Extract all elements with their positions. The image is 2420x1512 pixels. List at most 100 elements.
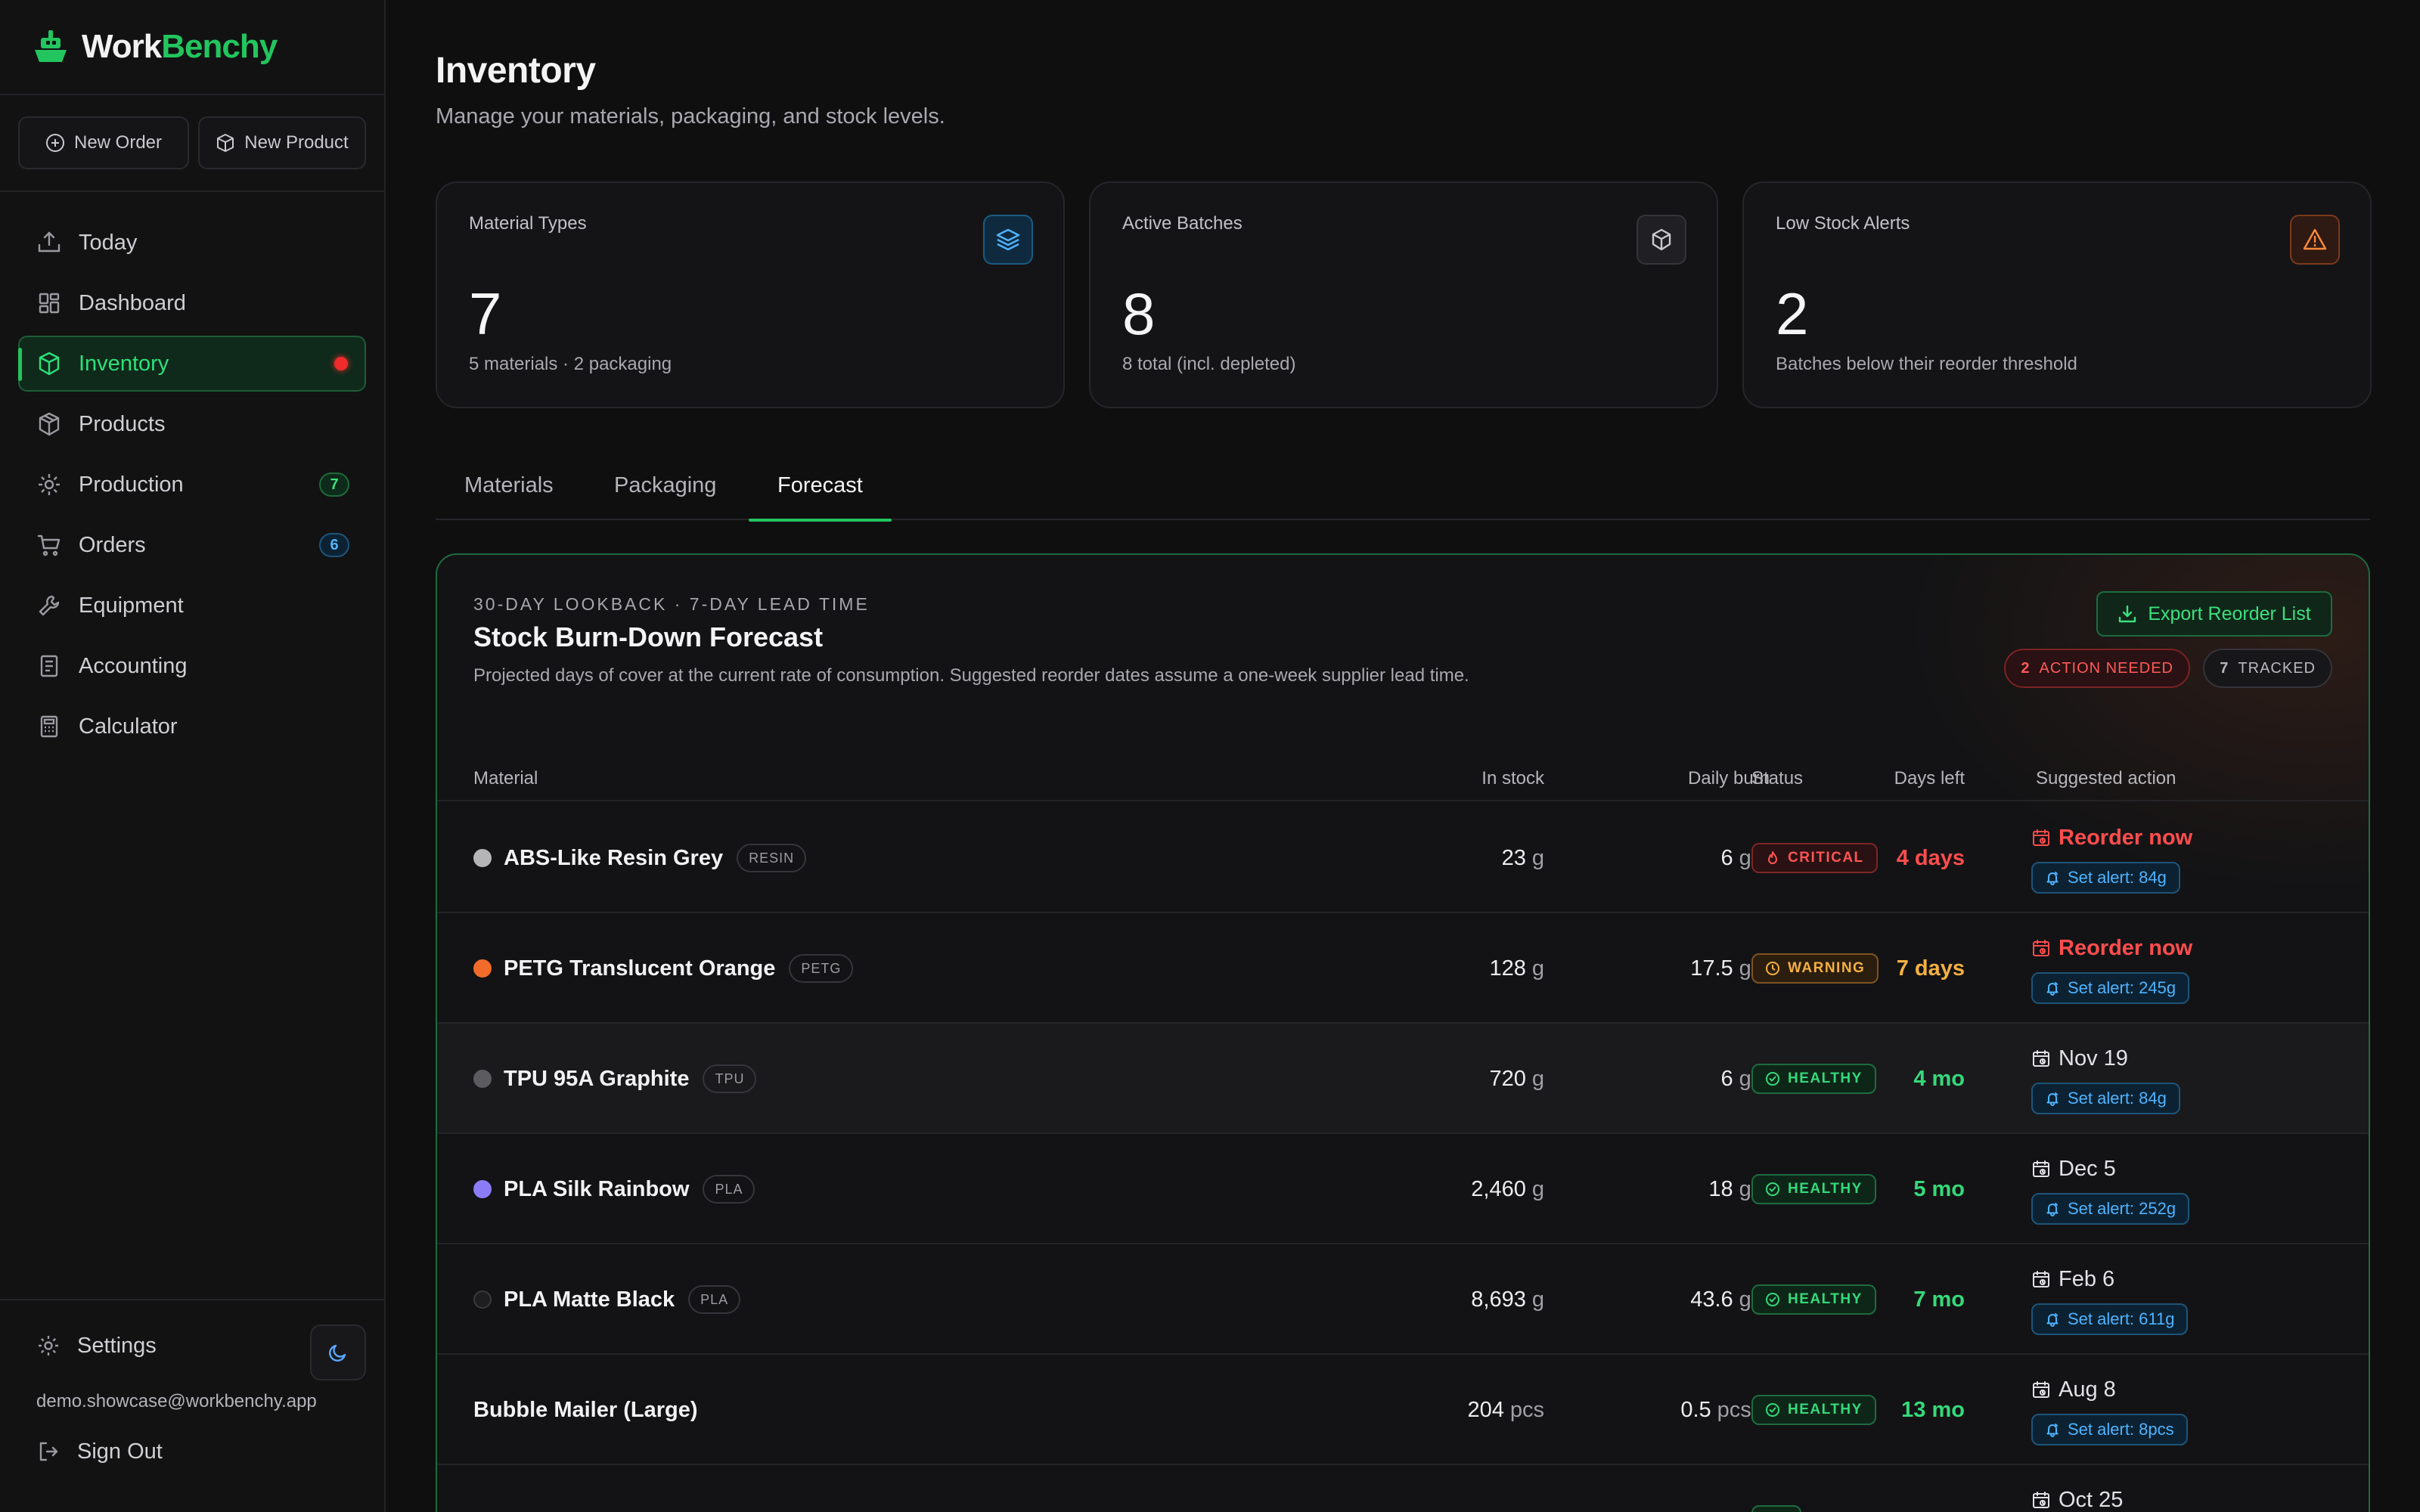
new-product-button[interactable]: New Product <box>198 116 366 169</box>
tracked-badge: 7 TRACKED <box>2203 649 2332 688</box>
material-color-swatch <box>473 1180 492 1198</box>
warning-triangle-icon <box>2290 215 2340 265</box>
plus-circle-icon <box>45 133 65 153</box>
nav-item-dashboard[interactable]: Dashboard <box>18 275 366 331</box>
forecast-panel: 30-DAY LOOKBACK · 7-DAY LEAD TIME Stock … <box>436 553 2370 1512</box>
reorder-date: Oct 25 <box>2031 1485 2123 1512</box>
calendar-clock-icon <box>2031 1049 2051 1068</box>
reorder-now-link[interactable]: Reorder now <box>2031 823 2192 853</box>
days-left-cell: 4 days <box>1798 803 1965 913</box>
calendar-clock-icon <box>2031 828 2051 847</box>
set-alert-button[interactable]: Set alert: 245g <box>2031 972 2190 1004</box>
sign-out-link[interactable]: Sign Out <box>0 1421 384 1482</box>
stat-card-active-batches: Active Batches 8 8 total (incl. depleted… <box>1089 181 1718 408</box>
material-cell: TPU 95A Graphite TPU <box>473 1024 757 1134</box>
status-cell: WARNING <box>1751 913 1879 1024</box>
suggested-action-cell: Aug 8 Set alert: 8pcs <box>2031 1374 2188 1445</box>
burn-value: 43.6 <box>1690 1287 1733 1312</box>
daily-burn-cell <box>1571 1465 1770 1512</box>
days-left-cell: 7 mo <box>1798 1244 1965 1355</box>
tab-forecast[interactable]: Forecast <box>749 451 892 522</box>
page-title: Inventory <box>436 51 596 91</box>
table-row[interactable]: TPU 95A GraphiteTPU720g6g/d4 moHEALTHYNo… <box>437 1024 2369 1134</box>
nav-label: Production <box>79 472 184 497</box>
in-stock-cell: 8,693 g <box>1193 1244 1544 1355</box>
layers-icon <box>983 215 1033 265</box>
set-alert-button[interactable]: Set alert: 84g <box>2031 1083 2180 1114</box>
stat-label: Active Batches <box>1122 213 1243 234</box>
table-row[interactable]: ABS-Like Resin GreyRESIN23g6g/d4 daysCRI… <box>437 803 2369 913</box>
set-alert-button[interactable]: Set alert: 8pcs <box>2031 1414 2188 1445</box>
new-order-label: New Order <box>73 132 163 153</box>
nav-item-calculator[interactable]: Calculator <box>18 699 366 754</box>
stock-unit: g <box>1531 1066 1544 1091</box>
user-email: demo.showcase@workbenchy.app <box>36 1391 317 1411</box>
days-left-cell: 5 mo <box>1798 1134 1965 1244</box>
nav-item-today[interactable]: Today <box>18 215 366 271</box>
suggested-action-cell: Oct 25 <box>2031 1485 2123 1512</box>
settings-link[interactable]: Settings <box>0 1300 384 1391</box>
reorder-now-link[interactable]: Reorder now <box>2031 933 2192 963</box>
new-order-button[interactable]: New Order <box>18 116 189 169</box>
col-material: Material <box>473 768 538 789</box>
bell-icon <box>2045 1091 2060 1106</box>
material-name: Bubble Mailer (Large) <box>473 1397 698 1422</box>
cart-icon <box>36 532 62 558</box>
theme-toggle-button[interactable] <box>310 1325 366 1380</box>
stat-value: 2 <box>1776 280 1809 347</box>
burn-value: 6 <box>1720 1066 1733 1091</box>
set-alert-button[interactable]: Set alert: 611g <box>2031 1303 2189 1335</box>
nav-item-inventory[interactable]: Inventory <box>18 336 366 392</box>
action-label: Reorder now <box>2059 825 2193 850</box>
set-alert-button[interactable]: Set alert: 252g <box>2031 1193 2190 1225</box>
daily-burn-cell: 6g/d <box>1571 1024 1770 1134</box>
stat-value: 8 <box>1122 280 1156 347</box>
stock-unit: g <box>1531 1176 1544 1201</box>
main-nav: Today Dashboard Inventory Products Produ… <box>0 192 384 754</box>
days-left-cell: 4 mo <box>1798 1024 1965 1134</box>
sidebar: WorkBenchy New Order New Product Today D… <box>0 0 386 1512</box>
check-circle-icon <box>1765 1402 1780 1418</box>
status-badge: CRITICAL <box>1751 843 1878 873</box>
nav-label: Today <box>79 230 138 255</box>
stock-unit: g <box>1531 1287 1544 1312</box>
days-left-value: 4 mo <box>1913 1066 1965 1091</box>
stock-unit: pcs <box>1509 1397 1544 1422</box>
box-icon <box>216 133 235 153</box>
reorder-date: Feb 6 <box>2031 1264 2188 1294</box>
forecast-title: Stock Burn-Down Forecast <box>473 621 824 652</box>
material-type-tag: PLA <box>688 1285 741 1314</box>
material-type-tag: RESIN <box>737 844 807 872</box>
nav-item-production[interactable]: Production 7 <box>18 457 366 513</box>
app-logo[interactable]: WorkBenchy <box>0 0 384 94</box>
export-reorder-list-button[interactable]: Export Reorder List <box>2096 591 2332 637</box>
tab-packaging[interactable]: Packaging <box>614 472 717 497</box>
check-circle-icon <box>1765 1182 1780 1197</box>
tab-materials[interactable]: Materials <box>464 472 554 497</box>
upload-tray-icon <box>36 230 62 256</box>
status-badge: HEALTHY <box>1751 1174 1876 1204</box>
action-label: Dec 5 <box>2059 1156 2116 1181</box>
set-alert-button[interactable]: Set alert: 84g <box>2031 862 2180 894</box>
forecast-description: Projected days of cover at the current r… <box>473 665 1469 686</box>
status-badge: HEALTHY <box>1751 1064 1876 1094</box>
material-cell: PLA Matte Black PLA <box>473 1244 741 1355</box>
table-row[interactable]: Oct 25 <box>437 1465 2369 1512</box>
in-stock-cell: 720 g <box>1193 1024 1544 1134</box>
col-daily-burn: Daily burn <box>1687 768 1770 789</box>
flame-icon <box>1765 850 1780 866</box>
material-color-swatch <box>473 1070 492 1088</box>
material-name: TPU 95A Graphite <box>504 1066 690 1091</box>
material-color-swatch <box>473 1290 492 1309</box>
stat-subtext: 8 total (incl. depleted) <box>1122 354 1296 374</box>
calendar-clock-icon <box>2031 1490 2051 1510</box>
nav-item-accounting[interactable]: Accounting <box>18 638 366 694</box>
calendar-clock-icon <box>2031 1380 2051 1399</box>
table-row[interactable]: Bubble Mailer (Large) 204 pcs 0.5 pcs/d 13 mo… <box>437 1355 2369 1465</box>
nav-item-products[interactable]: Products <box>18 396 366 452</box>
table-row[interactable]: PETG Translucent OrangePETG128g17.5g/d7 … <box>437 913 2369 1024</box>
nav-item-orders[interactable]: Orders 6 <box>18 517 366 573</box>
nav-item-equipment[interactable]: Equipment <box>18 578 366 634</box>
